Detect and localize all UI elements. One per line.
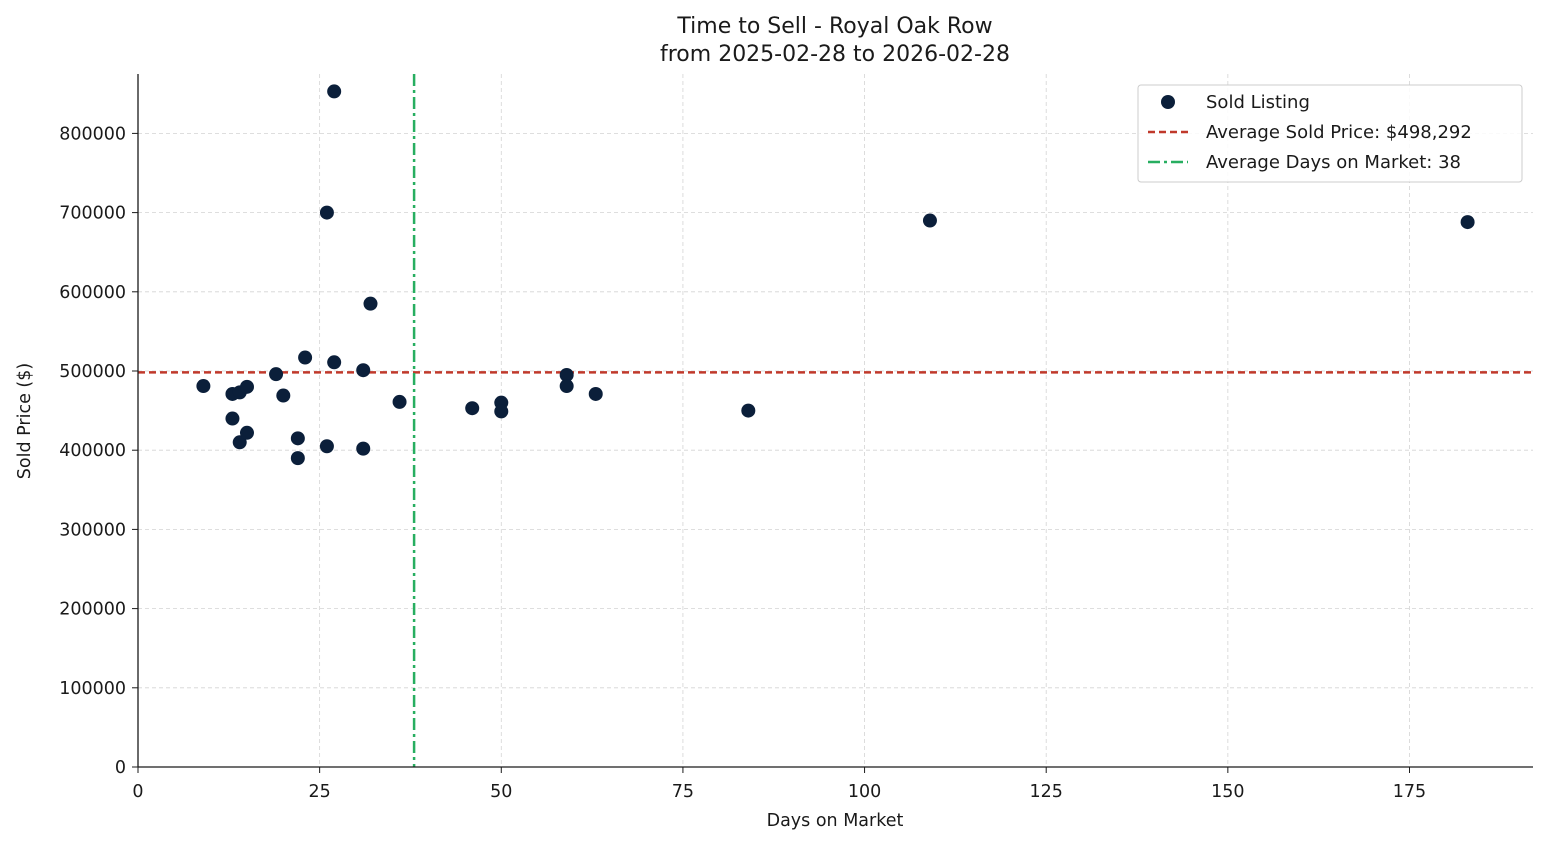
data-points: [196, 84, 1475, 466]
data-point: [559, 379, 574, 394]
data-point: [559, 367, 574, 382]
reference-lines: [138, 74, 1533, 767]
data-point: [588, 386, 603, 401]
x-axis-ticks: 0 25 50 75 100 125 150 175: [132, 767, 1426, 802]
data-point: [239, 379, 254, 394]
y-tick-label: 700000: [59, 204, 126, 224]
data-point: [327, 84, 342, 99]
x-axis-label: Days on Market: [767, 811, 904, 831]
x-tick-label: 150: [1211, 782, 1244, 802]
data-point: [465, 401, 480, 416]
chart-title: Time to Sell - Royal Oak Row: [676, 14, 992, 39]
data-point: [290, 431, 305, 446]
x-tick-label: 50: [490, 782, 512, 802]
data-point: [319, 205, 334, 220]
data-point: [239, 425, 254, 440]
data-point: [225, 411, 240, 426]
x-tick-label: 75: [672, 782, 694, 802]
data-point: [269, 367, 284, 382]
data-point: [494, 404, 509, 419]
legend-label-average-price: Average Sold Price: $498,292: [1206, 122, 1472, 143]
data-point: [356, 441, 371, 456]
data-point: [319, 439, 334, 454]
data-point: [327, 355, 342, 370]
data-point: [1460, 215, 1475, 230]
y-axis-ticks: 0 100000 200000 300000 400000 500000 600000 700…: [59, 124, 138, 778]
data-point: [922, 213, 937, 228]
x-tick-label: 100: [848, 782, 881, 802]
data-point: [232, 435, 247, 450]
data-point: [356, 363, 371, 378]
data-point: [363, 296, 378, 311]
x-tick-label: 175: [1393, 782, 1426, 802]
axes: [137, 74, 1533, 768]
x-tick-label: 25: [309, 782, 331, 802]
data-point: [741, 403, 756, 418]
x-tick-label: 125: [1030, 782, 1063, 802]
data-point: [276, 388, 291, 403]
y-tick-label: 500000: [59, 362, 126, 382]
y-tick-label: 300000: [59, 520, 126, 540]
legend-label-sold-listing: Sold Listing: [1206, 92, 1310, 113]
y-tick-label: 600000: [59, 283, 126, 303]
y-tick-label: 200000: [59, 600, 126, 620]
y-tick-label: 0: [115, 758, 126, 778]
y-tick-label: 800000: [59, 124, 126, 144]
data-point: [196, 379, 211, 394]
legend-marker-sold-listing: [1161, 95, 1175, 109]
grid: [138, 74, 1533, 767]
legend: Sold Listing Average Sold Price: $498,29…: [1137, 84, 1523, 183]
data-point: [298, 350, 313, 365]
y-tick-label: 400000: [59, 441, 126, 461]
chart-subtitle: from 2025-02-28 to 2026-02-28: [660, 42, 1010, 67]
legend-frame: [1137, 84, 1523, 183]
y-tick-label: 100000: [59, 679, 126, 699]
x-tick-label: 0: [132, 782, 143, 802]
legend-label-average-days: Average Days on Market: 38: [1206, 152, 1461, 173]
y-axis-label: Sold Price ($): [15, 363, 35, 479]
data-point: [290, 451, 305, 466]
data-point: [392, 394, 407, 409]
